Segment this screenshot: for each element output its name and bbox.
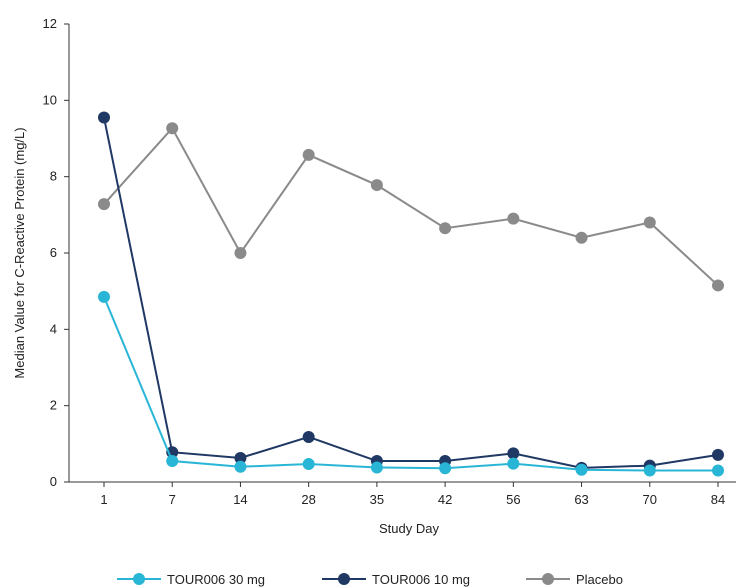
y-tick-label: 2 xyxy=(50,398,57,413)
legend-label: TOUR006 10 mg xyxy=(372,572,470,587)
legend-marker xyxy=(133,573,145,585)
x-axis-title: Study Day xyxy=(379,521,439,536)
data-point-placebo xyxy=(370,179,383,192)
x-tick-label: 28 xyxy=(301,492,315,507)
data-point-placebo xyxy=(507,212,520,225)
legend-marker xyxy=(338,573,350,585)
y-axis: 0 2 4 6 8 10 12 xyxy=(43,16,70,489)
data-point-tour006-30-mg xyxy=(98,290,110,303)
data-point-tour006-30-mg xyxy=(166,455,179,468)
data-point-tour006-30-mg xyxy=(302,458,315,471)
x-tick-label: 35 xyxy=(370,492,384,507)
data-point-tour006-10-mg xyxy=(507,447,520,460)
x-tick-label: 1 xyxy=(100,492,107,507)
y-tick-label: 6 xyxy=(50,245,57,260)
series-line-placebo xyxy=(103,126,719,287)
data-point-tour006-30-mg xyxy=(643,464,656,477)
x-tick-label: 14 xyxy=(233,492,247,507)
data-point-tour006-30-mg xyxy=(575,463,588,476)
x-tick-label: 7 xyxy=(169,492,176,507)
data-point-tour006-10-mg xyxy=(302,430,315,443)
series-layer xyxy=(98,111,724,477)
data-point-tour006-30-mg xyxy=(507,457,520,470)
y-tick-label: 10 xyxy=(43,92,57,107)
data-point-placebo xyxy=(98,198,110,211)
data-point-tour006-10-mg xyxy=(234,451,247,464)
data-point-tour006-30-mg xyxy=(439,462,452,475)
legend: TOUR006 30 mg TOUR006 10 mg Placebo xyxy=(117,572,623,587)
data-point-placebo xyxy=(234,247,247,259)
data-point-tour006-30-mg xyxy=(370,461,383,474)
y-tick-label: 12 xyxy=(43,16,57,31)
series-line-tour006-30-mg xyxy=(103,296,718,472)
series-line-tour006-10-mg xyxy=(103,117,719,469)
data-point-placebo xyxy=(712,279,724,292)
legend-marker xyxy=(542,573,554,585)
data-point-tour006-30-mg xyxy=(712,464,724,477)
x-tick-label: 84 xyxy=(711,492,725,507)
data-point-placebo xyxy=(302,148,315,161)
x-tick-label: 56 xyxy=(506,492,520,507)
data-point-placebo xyxy=(166,122,179,135)
data-point-placebo xyxy=(575,231,588,244)
data-point-placebo xyxy=(643,216,656,229)
y-axis-title: Median Value for C-Reactive Protein (mg/… xyxy=(12,127,27,378)
data-point-tour006-30-mg xyxy=(234,460,247,473)
y-tick-label: 4 xyxy=(50,321,57,336)
legend-label: Placebo xyxy=(576,572,623,587)
data-point-placebo xyxy=(439,222,452,235)
data-point-tour006-10-mg xyxy=(712,448,724,461)
data-point-tour006-10-mg xyxy=(98,111,110,124)
x-tick-label: 42 xyxy=(438,492,452,507)
y-tick-label: 0 xyxy=(50,474,57,489)
x-axis: 1 7 14 28 35 42 56 63 70 84 xyxy=(69,481,736,507)
x-tick-label: 70 xyxy=(643,492,657,507)
y-tick-label: 8 xyxy=(50,169,57,184)
legend-label: TOUR006 30 mg xyxy=(167,572,265,587)
x-tick-label: 63 xyxy=(574,492,588,507)
